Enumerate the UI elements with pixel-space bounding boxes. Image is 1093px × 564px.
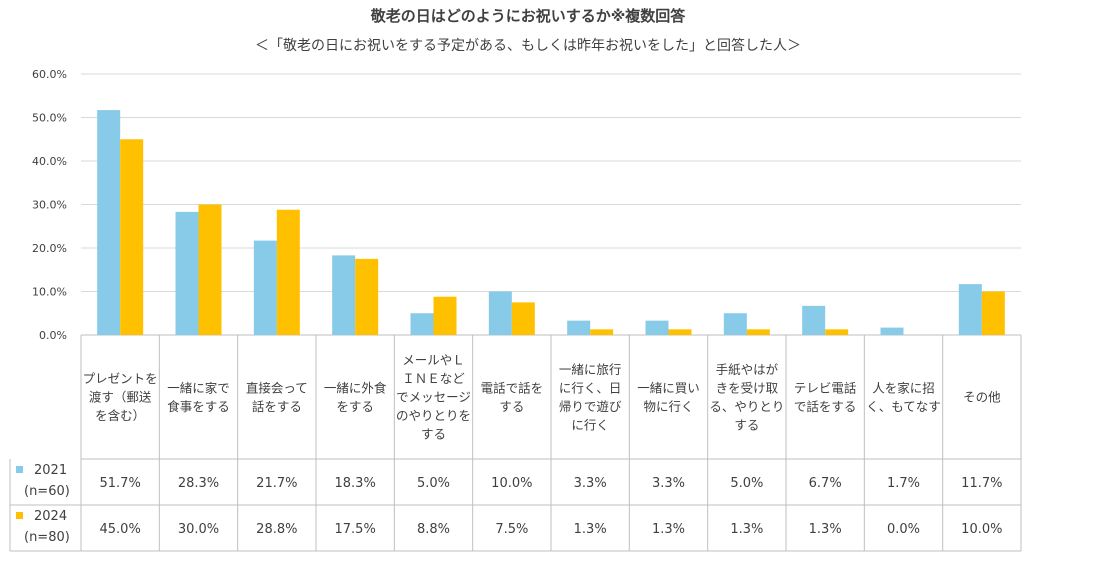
category-label: その他	[963, 390, 1001, 405]
data-label-2021-6: 10.0%	[491, 476, 532, 491]
data-label-2024-8: 1.3%	[652, 522, 685, 537]
data-label-2024-11: 0.0%	[887, 522, 920, 537]
data-label-2021-3: 21.7%	[256, 476, 297, 491]
bar-2024-6	[511, 302, 535, 335]
y-tick-label: 10.0%	[32, 286, 67, 299]
y-tick-label: 50.0%	[32, 112, 67, 125]
y-tick-label: 60.0%	[32, 68, 67, 81]
bar-2021-7	[567, 320, 591, 335]
bar-2024-4	[355, 258, 379, 335]
data-label-2021-10: 6.7%	[809, 476, 842, 491]
category-label: メールやＬＩＮＥなどでメッセージのやりとりをする	[396, 353, 471, 442]
legend-sample-size-2021: (n=60)	[24, 484, 70, 499]
y-tick-label: 0.0%	[39, 329, 67, 342]
data-label-2021-7: 3.3%	[574, 476, 607, 491]
bar-2021-12	[958, 284, 982, 335]
legend-sample-size-2024: (n=80)	[24, 530, 70, 545]
bar-2021-3	[253, 240, 277, 335]
bar-2024-9	[746, 329, 770, 335]
data-label-2024-12: 10.0%	[961, 522, 1002, 537]
bar-2021-1	[97, 110, 121, 335]
bar-2024-12	[981, 291, 1005, 335]
legend-swatch-2024	[16, 512, 23, 519]
y-tick-label: 30.0%	[32, 199, 67, 212]
bar-2021-9	[723, 313, 747, 335]
bar-2024-7	[590, 329, 614, 335]
bar-2021-5	[410, 313, 434, 335]
bar-2021-10	[802, 305, 826, 335]
bar-2024-5	[433, 296, 457, 335]
data-label-2024-7: 1.3%	[574, 522, 607, 537]
data-label-2024-3: 28.8%	[256, 522, 297, 537]
bar-2021-6	[488, 291, 512, 335]
data-table: プレゼントを渡す（郵送を含む） 一緒に家で食事をする直接会って話をする一緒に外食を…	[9, 335, 1022, 552]
bar-2024-1	[120, 139, 144, 335]
category-label: 一緒に旅行に行く、日帰りで遊びに行く	[559, 362, 622, 433]
y-axis: 0.0% 10.0% 20.0% 30.0% 40.0% 50.0% 60.0%	[32, 68, 67, 342]
category-label: 一緒に外食をする	[324, 380, 387, 414]
category-label: 一緒に買い物に行く	[637, 380, 700, 414]
gridlines	[81, 73, 1021, 336]
legend-swatch-2021	[16, 466, 23, 473]
data-label-2021-12: 11.7%	[961, 476, 1002, 491]
data-label-2021-8: 3.3%	[652, 476, 685, 491]
data-label-2024-9: 1.3%	[730, 522, 763, 537]
bar-2021-8	[645, 320, 669, 335]
bar-2024-3	[276, 209, 300, 335]
category-label: 人を家に招く、もてなす	[866, 380, 941, 414]
data-label-2021-11: 1.7%	[887, 476, 920, 491]
data-label-2024-6: 7.5%	[495, 522, 528, 537]
data-label-2021-5: 5.0%	[417, 476, 450, 491]
data-label-2021-2: 28.3%	[178, 476, 219, 491]
data-label-2024-2: 30.0%	[178, 522, 219, 537]
legend-label-2021: 2021	[34, 463, 67, 478]
data-label-2024-5: 8.8%	[417, 522, 450, 537]
category-label: プレゼントを渡す（郵送を含む）	[83, 371, 158, 423]
data-label-2024-4: 17.5%	[335, 522, 376, 537]
bar-2024-10	[825, 329, 849, 335]
bar-2021-11	[880, 327, 904, 335]
data-label-2021-9: 5.0%	[730, 476, 763, 491]
bar-2021-2	[175, 211, 199, 335]
data-label-2024-10: 1.3%	[809, 522, 842, 537]
bar-2021-4	[332, 255, 356, 335]
category-label: 直接会って話をする	[246, 380, 308, 414]
bar-2024-2	[198, 204, 222, 335]
bar-2024-8	[668, 329, 692, 335]
y-tick-label: 40.0%	[32, 155, 67, 168]
data-label-2024-1: 45.0%	[100, 522, 141, 537]
bars	[97, 110, 1005, 335]
chart-subtitle: ＜「敬老の日にお祝いをする予定がある、もしくは昨年お祝いをした」と回答した人＞	[255, 37, 801, 54]
y-tick-label: 20.0%	[32, 242, 67, 255]
category-label: 一緒に家で食事をする	[167, 380, 230, 414]
data-label-2021-4: 18.3%	[335, 476, 376, 491]
chart-title: 敬老の日はどのようにお祝いするか※複数回答	[370, 7, 687, 25]
category-label: テレビ電話で話をする	[794, 380, 857, 414]
data-label-2021-1: 51.7%	[100, 476, 141, 491]
category-label: 手紙やはがきを受け取る、やりとりする	[709, 362, 784, 433]
category-label: 電話で話をする	[481, 380, 544, 414]
legend-label-2024: 2024	[34, 509, 67, 524]
